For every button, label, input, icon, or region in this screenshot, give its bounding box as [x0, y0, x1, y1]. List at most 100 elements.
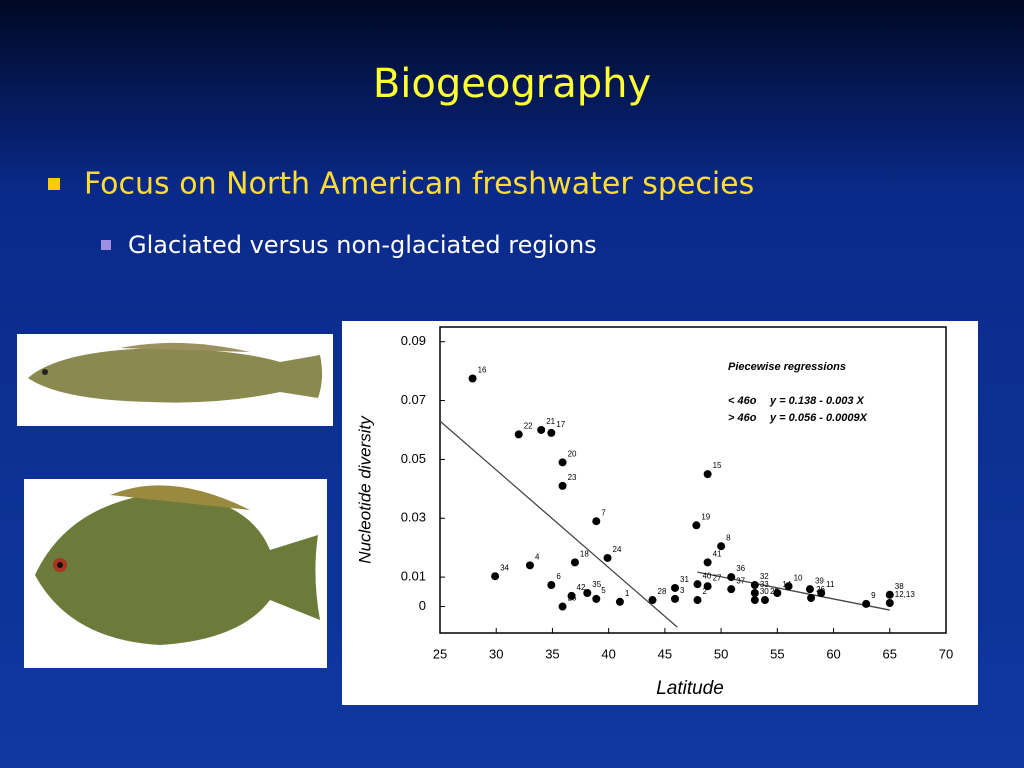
- data-point: [862, 599, 871, 608]
- point-label: 24: [613, 545, 622, 554]
- data-point: [468, 374, 477, 383]
- point-label: 41: [713, 549, 722, 558]
- y-tick-label: 0: [419, 598, 426, 613]
- chart-background: [342, 321, 978, 705]
- point-label: 21: [546, 417, 555, 426]
- sub-bullet-marker: [101, 240, 111, 250]
- data-point: [750, 588, 759, 597]
- data-point: [491, 572, 500, 581]
- point-label: 33: [760, 580, 769, 589]
- point-label: 25: [568, 594, 577, 603]
- point-label: 37: [736, 576, 745, 585]
- data-point: [817, 588, 826, 597]
- x-tick-label: 55: [770, 646, 784, 661]
- sub-bullet: Glaciated versus non-glaciated regions: [128, 231, 597, 259]
- point-label: 9: [871, 591, 876, 600]
- x-tick-label: 45: [658, 646, 672, 661]
- data-point: [547, 581, 556, 590]
- data-point: [784, 582, 793, 591]
- point-label: 1: [625, 589, 630, 598]
- point-label: 18: [580, 549, 589, 558]
- data-point: [558, 481, 567, 490]
- point-label: 4: [535, 552, 540, 561]
- x-tick-label: 50: [714, 646, 728, 661]
- x-tick-label: 25: [433, 646, 447, 661]
- point-label: 35: [592, 580, 601, 589]
- x-tick-label: 30: [489, 646, 503, 661]
- point-label: 7: [601, 508, 606, 517]
- data-point: [693, 596, 702, 605]
- data-point: [717, 542, 726, 551]
- point-label: 42: [577, 583, 586, 592]
- chart: Latitude Nucleotide diversity Piecewise …: [355, 326, 953, 699]
- y-tick-label: 0.09: [401, 333, 426, 348]
- fish-image-2: [24, 479, 327, 668]
- data-point: [692, 521, 701, 530]
- point-label: 39: [815, 576, 824, 585]
- point-label: 36: [736, 564, 745, 573]
- point-label: 11: [826, 580, 835, 589]
- annotation: < 46o: [728, 395, 757, 407]
- data-point: [727, 573, 736, 582]
- slide-title: Biogeography: [373, 61, 651, 107]
- data-point: [567, 591, 576, 600]
- y-tick-label: 0.07: [401, 392, 426, 407]
- data-point: [583, 588, 592, 597]
- data-point: [514, 430, 523, 439]
- data-point: [727, 585, 736, 594]
- point-label: 40: [702, 571, 711, 580]
- point-label: 5: [601, 586, 606, 595]
- data-point: [773, 588, 782, 597]
- point-label: 3: [680, 586, 685, 595]
- point-label: 10: [794, 573, 803, 582]
- point-label: 28: [658, 587, 667, 596]
- regression-line: [439, 420, 678, 628]
- data-point: [807, 593, 816, 602]
- annotation: y = 0.138 - 0.003 X: [769, 395, 865, 407]
- y-tick-label: 0.05: [401, 451, 426, 466]
- data-point: [547, 428, 556, 437]
- point-label: 6: [556, 572, 561, 581]
- point-label: 31: [680, 575, 689, 584]
- data-point: [703, 558, 712, 567]
- data-point: [703, 582, 712, 591]
- point-label: 17: [556, 420, 565, 429]
- data-point: [703, 470, 712, 479]
- data-point: [558, 602, 567, 611]
- data-point: [592, 594, 601, 603]
- data-point: [537, 425, 546, 434]
- data-point: [671, 583, 680, 592]
- annotation: > 46o: [728, 412, 757, 424]
- data-point: [885, 598, 894, 607]
- point-label: 20: [568, 449, 577, 458]
- plot-frame: [439, 326, 947, 634]
- point-label: 30: [760, 587, 769, 596]
- point-label: 15: [713, 461, 722, 470]
- point-label: 2: [702, 587, 707, 596]
- point-label: 32: [760, 572, 769, 581]
- data-point: [525, 561, 534, 570]
- x-tick-label: 70: [939, 646, 953, 661]
- point-label: 12,13: [895, 590, 916, 599]
- point-label: 8: [726, 533, 731, 542]
- point-label: 27: [713, 573, 722, 582]
- x-tick-label: 60: [826, 646, 840, 661]
- y-axis-title: Nucleotide diversity: [355, 415, 374, 564]
- data-point: [885, 590, 894, 599]
- point-label: 19: [701, 512, 710, 521]
- data-point: [558, 458, 567, 467]
- x-axis-title: Latitude: [656, 678, 724, 699]
- point-label: 16: [478, 366, 487, 375]
- data-point: [693, 580, 702, 589]
- data-point: [592, 517, 601, 526]
- point-label: 22: [524, 422, 533, 431]
- x-tick-label: 65: [883, 646, 897, 661]
- y-tick-label: 0.01: [401, 569, 426, 584]
- data-point: [750, 596, 759, 605]
- data-point: [648, 596, 657, 605]
- data-point: [805, 585, 814, 594]
- data-point: [750, 581, 759, 590]
- bullet-marker: [48, 178, 60, 190]
- x-tick-label: 35: [545, 646, 559, 661]
